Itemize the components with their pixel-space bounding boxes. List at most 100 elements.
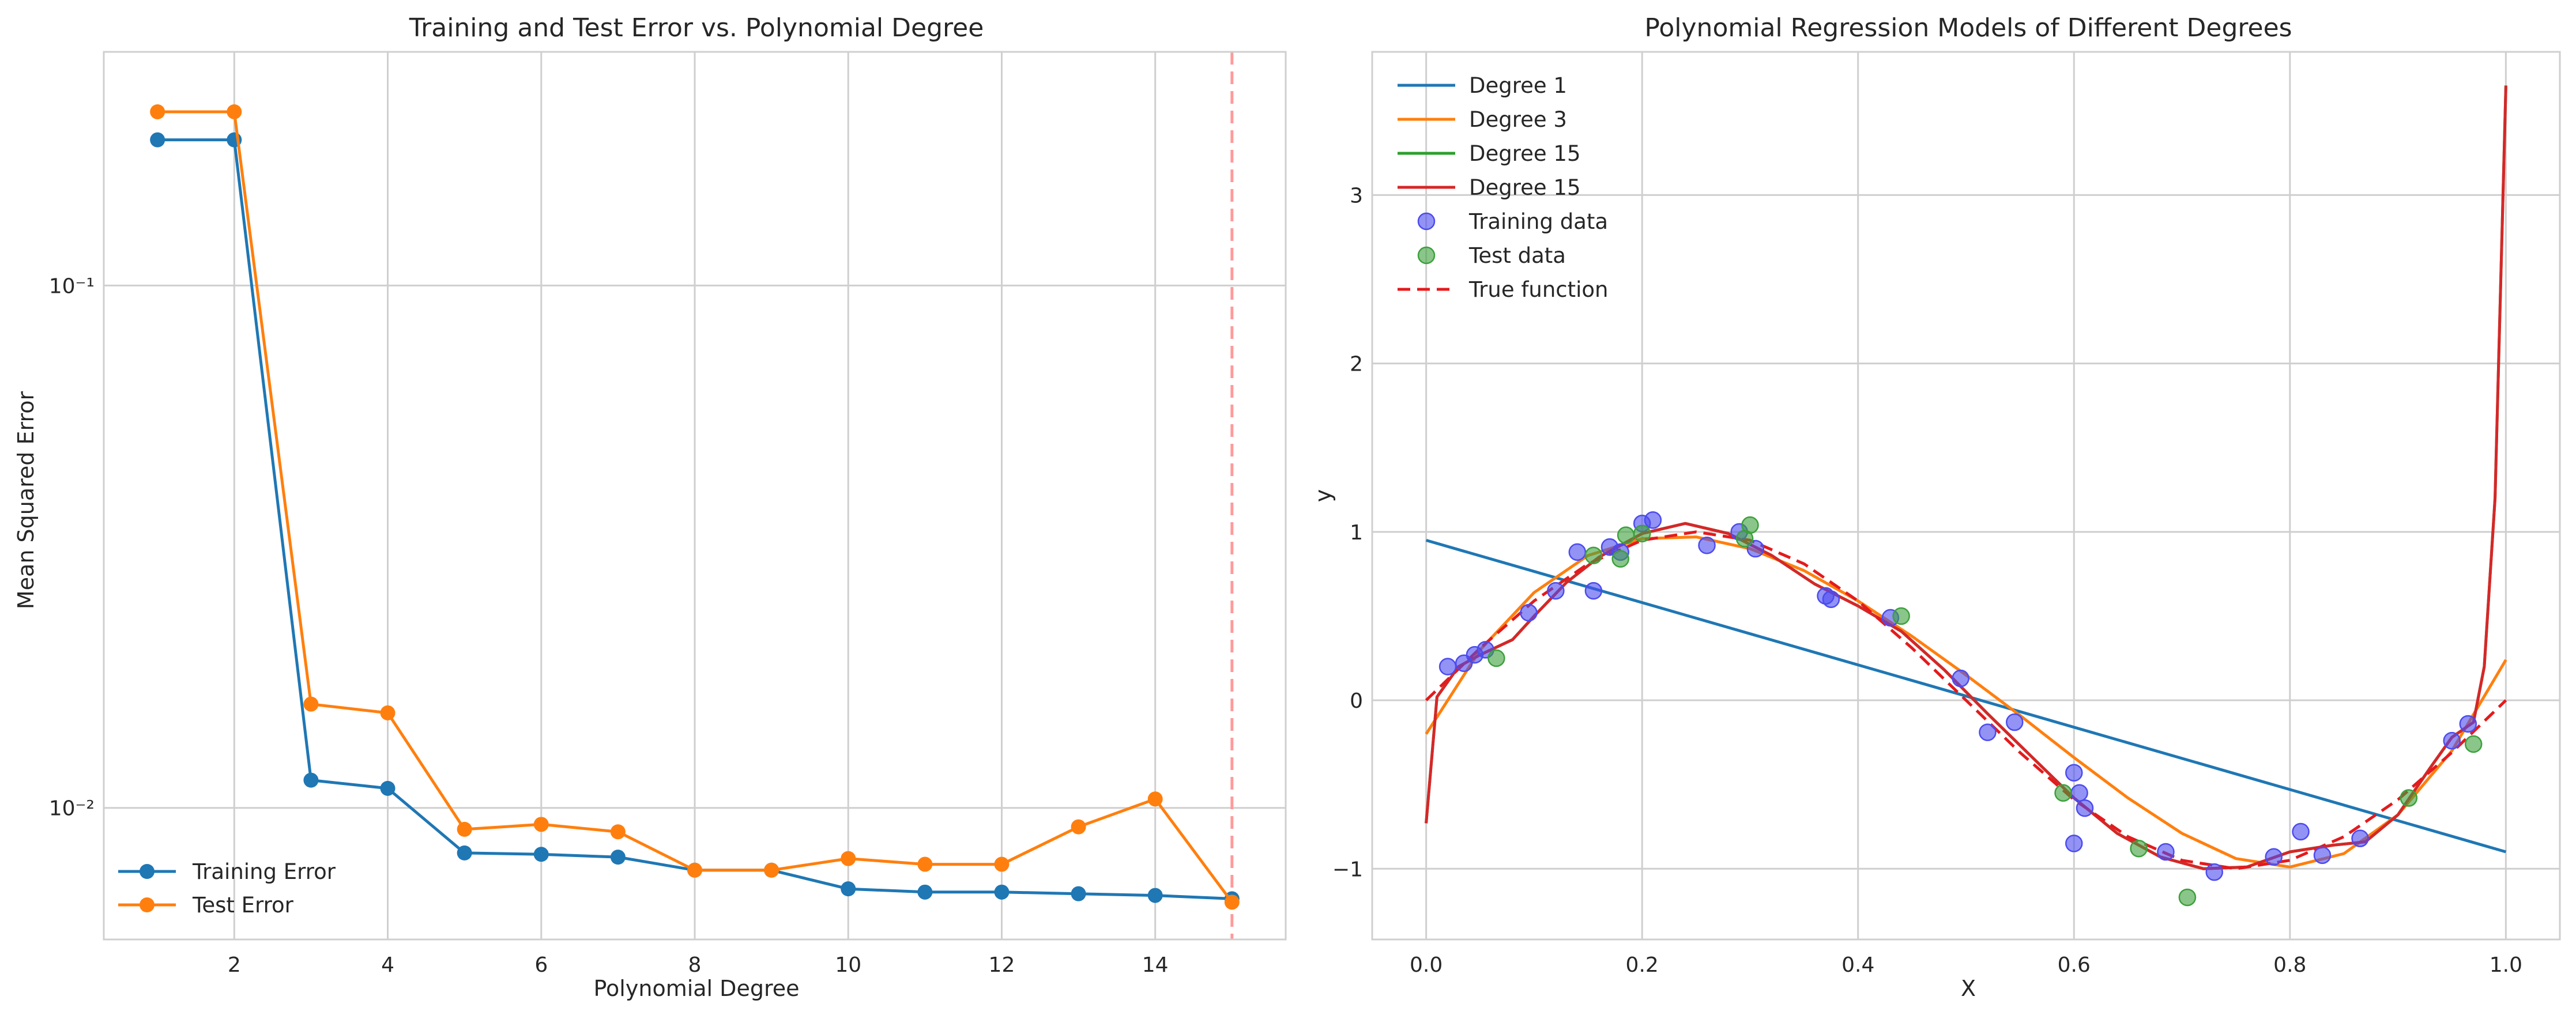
error-chart-x-tick-label: 2 [228,953,241,977]
training-error-point [380,780,396,796]
test-data-point [2464,735,2483,753]
degree-15-legend-label: Degree 15 [1469,175,1581,200]
training-data-legend-marker [1417,212,1436,231]
test-data-point [1611,550,1629,568]
test-error-point [533,817,549,832]
regression-chart-x-tick-label: 0.8 [2273,953,2306,977]
training-error-legend-label: Training Error [192,859,336,884]
training-error-point [917,884,933,900]
test-data-point [1633,524,1651,542]
regression-chart-lines [1425,85,2507,870]
test-error-point [687,862,702,878]
test-data-point [1617,526,1635,544]
test-data-point [2054,784,2072,802]
error-chart-x-label: Polynomial Degree [594,976,800,1001]
training-error-point [841,881,856,897]
training-data-point [2065,764,2083,782]
training-data-point [1547,582,1565,600]
error-chart-legend: Training Error Test Error [118,859,336,918]
training-data-point [2065,835,2083,852]
test-error-point [457,821,472,837]
training-data-point [2292,822,2310,841]
test-data-point [2400,789,2418,807]
error-chart-y-tick-label: 10⁻² [49,797,95,821]
regression-chart-x-tick-label: 1.0 [2490,953,2522,977]
true-function-legend-label: True function [1468,277,1609,302]
training-data-point [2265,848,2283,866]
training-error-point [994,884,1010,900]
error-chart-x-tick-label: 6 [534,953,548,977]
test-error-point [917,856,933,872]
regression-chart-y-tick-label: −1 [1332,858,1363,881]
regression-chart: Polynomial Regression Models of Differen… [1310,13,2561,1001]
training-data-point [2006,713,2024,731]
degree-15-curve-2 [1425,85,2507,870]
regression-chart-x-ticks: 0.0 0.2 0.4 0.6 0.8 1.0 [1410,953,2522,977]
training-data-point [1438,658,1457,675]
test-error-point [764,862,779,878]
training-error-point [1071,886,1086,901]
error-chart-x-tick-label: 10 [835,953,861,977]
test-error-legend-marker [140,897,155,912]
true-function-curve-4 [1425,530,2507,870]
training-error-point [610,850,626,865]
training-data-point [2205,863,2223,881]
test-error-point [610,824,626,840]
test-error-point [1224,895,1240,910]
error-chart-frame [103,51,1287,941]
regression-chart-y-tick-label: 1 [1350,521,1363,545]
degree-15-legend-label: Degree 15 [1469,141,1581,166]
training-data-point [2351,829,2369,847]
error-chart-x-tick-label: 8 [688,953,702,977]
degree-1-curve-0 [1425,538,2507,854]
error-chart-x-ticks: 2 4 6 8 10 12 14 [228,953,1169,977]
test-data-point [2130,839,2148,858]
training-data-point [1520,603,1538,622]
training-data-point [2459,715,2477,733]
training-data-point [2313,846,2332,865]
test-data-point [2178,888,2197,907]
degree-3-legend-label: Degree 3 [1469,107,1567,132]
training-data-point [1644,511,1662,529]
training-error-point [1147,888,1163,903]
error-chart-grid [104,52,1286,939]
regression-chart-legend: Degree 1 Degree 3 Degree 15 Degree 15 Traini… [1398,73,1609,302]
training-data-point [1979,723,1997,741]
test-data-legend-label: Test data [1468,243,1566,268]
test-data-point [1487,649,1505,667]
regression-chart-x-tick-label: 0.6 [2058,953,2091,977]
regression-chart-x-tick-label: 0.0 [1410,953,1443,977]
test-error-point [303,696,319,712]
training-error-point [533,847,549,862]
training-data-point [1952,669,1969,688]
regression-chart-title: Polynomial Regression Models of Differen… [1644,13,2292,43]
test-error-point [994,856,1010,872]
training-data-point [1584,582,1603,600]
regression-chart-points [1438,511,2483,907]
degree-1-legend-label: Degree 1 [1469,73,1567,98]
training-data-point [1746,539,1765,558]
test-error-point [841,851,856,866]
training-data-legend-label: Training data [1468,209,1608,234]
test-error-point [150,104,165,119]
regression-chart-frame [1371,51,2561,941]
training-error-point [457,845,472,861]
test-data-point [1892,607,1910,625]
training-error-point [150,132,165,148]
test-error-point [380,705,396,720]
error-chart: Training and Test Error vs. Polynomial D… [13,13,1287,1001]
regression-chart-x-tick-label: 0.4 [1841,953,1874,977]
training-data-point [2157,843,2175,861]
regression-chart-y-ticks: −1 0 1 2 3 [1332,184,1363,881]
error-chart-x-tick-label: 14 [1142,953,1169,977]
error-chart-x-tick-label: 4 [381,953,394,977]
regression-chart-y-tick-label: 3 [1350,184,1363,207]
regression-chart-y-tick-label: 0 [1350,689,1363,713]
test-error-point [1147,791,1163,807]
error-chart-y-ticks: 10⁻² 10⁻¹ [49,274,95,820]
regression-chart-y-label: y [1310,489,1336,503]
test-data-point [1584,546,1603,564]
error-chart-x-tick-label: 12 [989,953,1015,977]
training-data-point [2070,784,2088,802]
